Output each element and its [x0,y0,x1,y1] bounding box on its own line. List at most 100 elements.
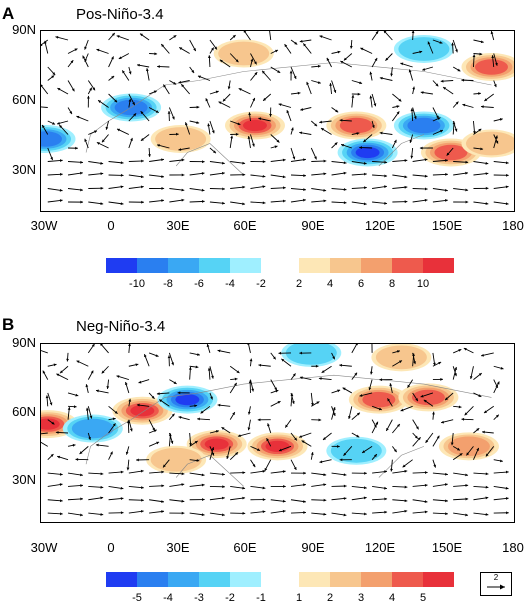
anomaly-negative [337,138,398,167]
colorbar-swatch [392,258,423,273]
lon-tick: 30E [166,540,190,555]
colorbar-swatch [423,258,454,273]
lon-tick: 30W [30,218,58,233]
lat-tick: 30N [12,472,36,487]
reference-arrow-icon [487,584,505,590]
panel-title: Pos-Niño-3.4 [76,6,164,23]
anomaly-positive [461,129,514,158]
colorbar-label: -2 [256,278,266,290]
colorbar-swatch [299,258,330,273]
colorbar-label: 4 [326,278,334,290]
panel-a: A Pos-Niño-3.4 90N 60N 30N 30W 0 30E 60E… [0,0,531,300]
anomaly-positive [247,432,308,461]
colorbar-label: 2 [326,592,334,604]
lon-tick: 0 [107,218,115,233]
colorbar-label: -10 [129,278,145,290]
colorbar-swatch [199,572,230,587]
map-area [40,343,515,523]
panel-title: Neg-Niño-3.4 [76,318,166,335]
colorbar-negative [106,258,261,273]
lat-tick: 60N [12,92,36,107]
coastline [85,374,492,487]
colorbar-swatch [137,258,168,273]
anomaly-positive [398,383,459,412]
anomaly-positive [150,125,211,153]
anomaly-positive [213,39,274,68]
lat-tick: 30N [12,162,36,177]
colorbar-swatch [168,258,199,273]
colorbar-label: -3 [194,592,204,604]
lon-tick: 150E [431,540,463,555]
anomaly-negative [157,385,218,414]
colorbar-label: 5 [419,592,427,604]
wind-vectors [41,344,509,517]
colorbar-positive [299,572,454,587]
lat-tick: 90N [12,22,36,37]
anomaly-negative [41,125,76,153]
colorbar-label: -2 [225,592,235,604]
anomaly-negative [393,111,454,140]
anomaly-positive [461,53,514,81]
wind-anomaly-map [41,31,514,206]
anomaly-negative [326,436,387,465]
anomaly-positive [371,344,432,372]
colorbar-swatch [106,572,137,587]
anomaly-negative [62,414,123,443]
colorbar-swatch [168,572,199,587]
lat-tick: 60N [12,404,36,419]
lon-tick: 90E [301,540,325,555]
reference-vector-label: 2 [493,573,499,582]
colorbar-swatch [361,572,392,587]
colorbar-label: -4 [163,592,173,604]
anomaly-positive [112,396,173,425]
colorbar-positive [299,258,454,273]
wind-anomaly-map [41,344,509,517]
lon-tick: 120E [364,218,396,233]
colorbar-label: 8 [388,278,396,290]
colorbar-swatch [230,572,261,587]
lon-tick: 90E [301,218,325,233]
colorbar-swatch [299,572,330,587]
anomaly-positive [224,111,285,140]
anomaly-negative [393,35,454,63]
anomaly-negative [281,344,342,367]
panel-letter: B [2,315,15,334]
colorbar-swatch [423,572,454,587]
colorbar-label: -1 [256,592,266,604]
colorbar-swatch [230,258,261,273]
lon-tick: 150E [431,218,463,233]
anomaly-positive [438,432,499,461]
colorbar-label: 6 [357,278,365,290]
lon-tick: 30W [30,540,58,555]
colorbar-swatch [199,258,230,273]
colorbar-swatch [106,258,137,273]
lon-tick: 180 [502,218,524,233]
colorbar-swatch [330,258,361,273]
colorbar-label: -5 [132,592,142,604]
colorbar-label: 4 [388,592,396,604]
colorbar-label: -8 [163,278,173,290]
panel-b: B Neg-Niño-3.4 90N 60N 30N 30W 0 30E 60E… [0,300,531,606]
colorbar-label: 10 [416,278,430,290]
lon-tick: 180 [502,540,524,555]
wind-vectors [41,31,509,206]
colorbar-negative [106,572,261,587]
panel-letter: A [2,4,15,23]
colorbar-swatch [392,572,423,587]
lon-tick: 0 [107,540,115,555]
anomaly-positive [326,111,387,140]
reference-vector-box: 2 [480,572,512,596]
colorbar-label: -4 [225,278,235,290]
lon-tick: 30E [166,218,190,233]
colorbar-swatch [137,572,168,587]
lon-tick: 60E [233,540,257,555]
colorbar-swatch [330,572,361,587]
lon-tick: 60E [233,218,257,233]
colorbar-label: 3 [357,592,365,604]
map-area [40,30,515,212]
colorbar-label: 1 [295,592,303,604]
lon-tick: 120E [364,540,396,555]
colorbar-label: 2 [295,278,303,290]
colorbar-label: -6 [194,278,204,290]
colorbar-swatch [361,258,392,273]
